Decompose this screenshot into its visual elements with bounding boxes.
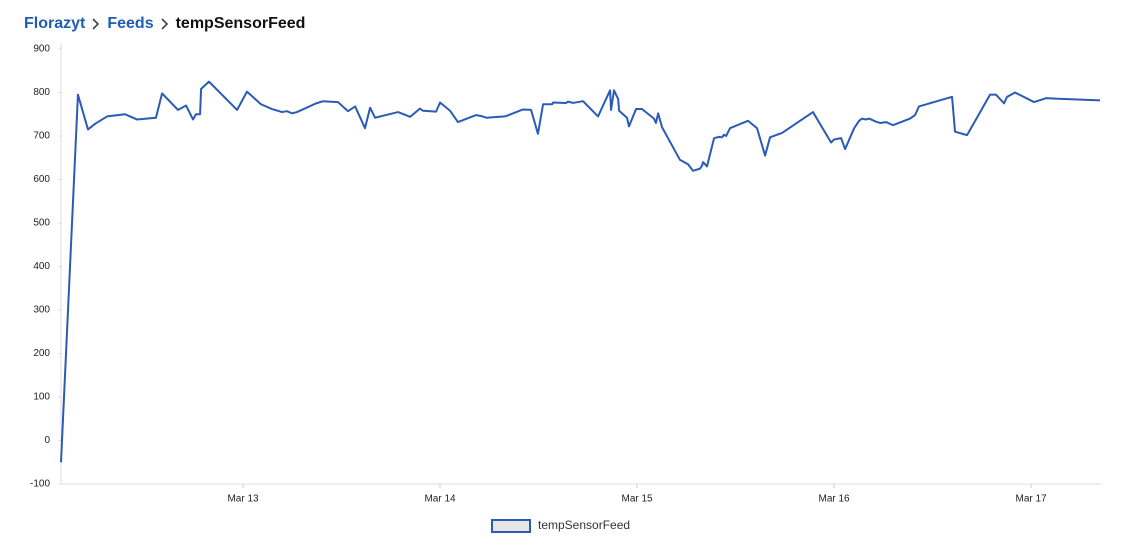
- y-tick-label: 800: [33, 87, 50, 98]
- y-tick-label: 500: [33, 218, 50, 229]
- x-tick-label: Mar 14: [424, 494, 456, 505]
- y-tick-label: 700: [33, 131, 50, 142]
- legend-swatch: [491, 519, 531, 533]
- y-tick-label: 300: [33, 305, 50, 316]
- y-tick-label: 900: [33, 44, 50, 55]
- x-tick-label: Mar 15: [621, 494, 653, 505]
- y-tick-label: -100: [30, 479, 50, 490]
- x-tick-label: Mar 16: [818, 494, 850, 505]
- x-tick-label: Mar 17: [1016, 494, 1048, 505]
- legend-text: tempSensorFeed: [538, 518, 630, 532]
- chevron: [92, 18, 100, 30]
- y-tick-label: 0: [44, 435, 50, 446]
- y-tick-label: 400: [33, 261, 50, 272]
- breadcrumb-link[interactable]: Florazyt: [24, 15, 86, 32]
- breadcrumb-current: tempSensorFeed: [175, 15, 306, 32]
- chevron: [161, 18, 168, 30]
- breadcrumb: Florazyt Feeds tempSensorFeed: [24, 12, 305, 36]
- y-tick-label: 200: [33, 348, 50, 359]
- breadcrumb-link[interactable]: Feeds: [107, 15, 154, 32]
- x-tick-label: Mar 13: [227, 494, 259, 505]
- series-line: [60, 80, 1101, 463]
- y-tick-label: 100: [33, 392, 50, 403]
- y-tick-label: 600: [33, 174, 50, 185]
